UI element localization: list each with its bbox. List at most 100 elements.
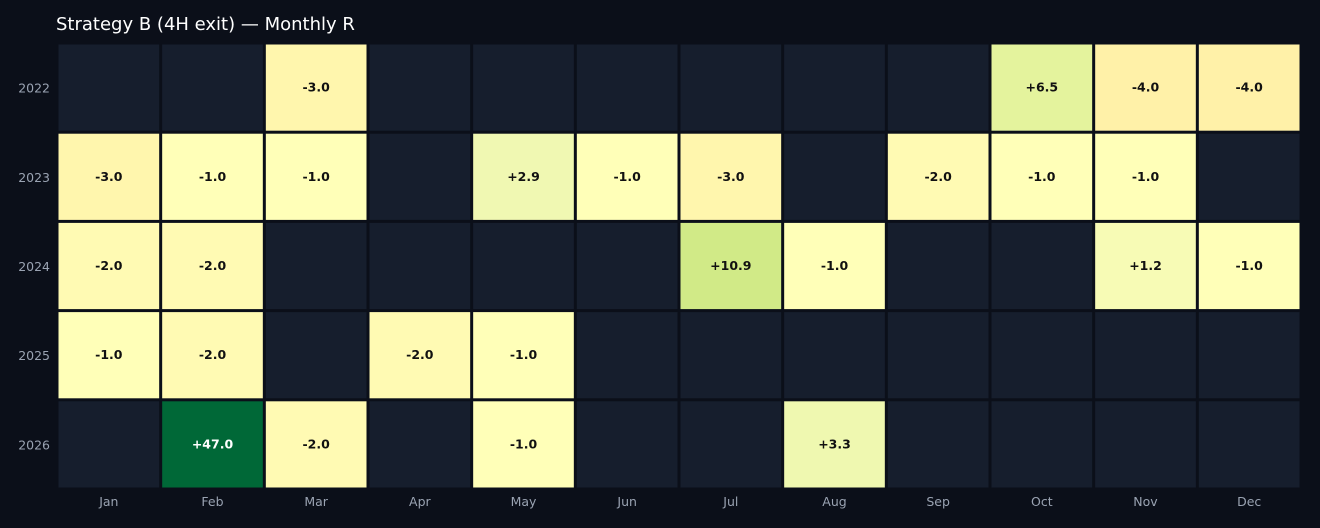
heatmap-cell-label: -4.0 (1235, 80, 1263, 95)
heatmap-cell-2025-may (473, 312, 574, 399)
heatmap-cell-2026-nov (1095, 401, 1196, 488)
heatmap-cell-2026-feb (162, 401, 263, 488)
heatmap-cell-2024-nov (1095, 222, 1196, 310)
heatmap-cell-2022-jun (576, 44, 678, 131)
heatmap-cell-2026-may (473, 401, 574, 488)
heatmap-cell-2023-aug (784, 133, 885, 220)
heatmap-cell-label: +10.9 (710, 258, 751, 273)
x-tick-label: Aug (822, 494, 846, 509)
heatmap-cell-2022-aug (784, 44, 885, 131)
heatmap-cell-2023-dec (1198, 133, 1300, 220)
heatmap-cell-label: -4.0 (1132, 80, 1160, 95)
heatmap-cell-2025-apr (369, 312, 471, 399)
heatmap-cell-2022-apr (369, 44, 471, 131)
heatmap-cell-2026-mar (265, 401, 367, 488)
x-tick-label: Apr (409, 494, 431, 509)
y-tick-label: 2024 (18, 259, 50, 274)
heatmap-cell-2022-oct (991, 44, 1093, 131)
heatmap-cell-label: -2.0 (95, 258, 123, 273)
heatmap-cell-label: +3.3 (818, 436, 851, 451)
heatmap-cell-label: -2.0 (199, 258, 227, 273)
heatmap-cell-label: +1.2 (1129, 258, 1162, 273)
heatmap-cell-label: -1.0 (1028, 169, 1056, 184)
x-tick-label: May (511, 494, 537, 509)
x-tick-label: Jan (98, 494, 118, 509)
heatmap-cell-label: -1.0 (1132, 169, 1160, 184)
heatmap-cell-2025-nov (1095, 312, 1196, 399)
heatmap-cell-2024-feb (162, 222, 263, 310)
heatmap-cell-2023-may (473, 133, 574, 220)
heatmap-cell-2023-jun (576, 133, 678, 220)
heatmap-cell-label: -3.0 (95, 169, 123, 184)
heatmap-cell-2026-oct (991, 401, 1093, 488)
heatmap-cell-2022-mar (265, 44, 367, 131)
heatmap-cell-2025-dec (1198, 312, 1300, 399)
heatmap-cell-2024-dec (1198, 222, 1300, 310)
y-tick-label: 2022 (18, 81, 50, 96)
x-tick-label: Feb (201, 494, 223, 509)
heatmap-cell-2025-jun (576, 312, 678, 399)
heatmap-cell-2022-dec (1198, 44, 1300, 131)
heatmap-cell-2023-apr (369, 133, 471, 220)
heatmap-cell-2023-oct (991, 133, 1093, 220)
heatmap-cell-label: +2.9 (507, 169, 540, 184)
heatmap-cell-2022-sep (887, 44, 989, 131)
heatmap-cell-2022-nov (1095, 44, 1196, 131)
heatmap-cell-2024-apr (369, 222, 471, 310)
heatmap-cell-2026-jan (58, 401, 160, 488)
heatmap-cell-2025-feb (162, 312, 263, 399)
heatmap-cell-label: -1.0 (199, 169, 227, 184)
heatmap-cell-2024-mar (265, 222, 367, 310)
heatmap-cell-2026-dec (1198, 401, 1300, 488)
heatmap-cell-label: -1.0 (302, 169, 330, 184)
heatmap-cell-2024-sep (887, 222, 989, 310)
heatmap-cell-label: -2.0 (199, 347, 227, 362)
heatmap-cell-2026-sep (887, 401, 989, 488)
heatmap-cell-2026-jun (576, 401, 678, 488)
heatmap-cell-label: -1.0 (821, 258, 849, 273)
heatmap-cell-label: -1.0 (95, 347, 123, 362)
heatmap-cell-2025-oct (991, 312, 1093, 399)
heatmap-cell-2024-oct (991, 222, 1093, 310)
heatmap-cell-label: -2.0 (406, 347, 434, 362)
heatmap-cell-label: +47.0 (192, 436, 234, 451)
heatmap-cell-2024-jan (58, 222, 160, 310)
heatmap-cell-label: -1.0 (510, 347, 538, 362)
heatmap-cell-2025-jul (680, 312, 782, 399)
heatmap-cell-2026-apr (369, 401, 471, 488)
x-tick-label: Jul (722, 494, 738, 509)
x-tick-label: Dec (1237, 494, 1261, 509)
x-tick-label: Mar (304, 494, 328, 509)
heatmap-cell-2022-feb (162, 44, 263, 131)
x-tick-label: Sep (926, 494, 950, 509)
heatmap-cell-2024-may (473, 222, 574, 310)
y-tick-label: 2025 (18, 348, 50, 363)
heatmap-cell-label: -1.0 (1235, 258, 1263, 273)
heatmap-cell-2023-jan (58, 133, 160, 220)
x-tick-label: Jun (616, 494, 637, 509)
heatmap-cell-2025-mar (265, 312, 367, 399)
heatmap-cell-2026-aug (784, 401, 885, 488)
heatmap-cell-label: -1.0 (613, 169, 641, 184)
heatmap-cell-2024-aug (784, 222, 885, 310)
heatmap-cell-2024-jun (576, 222, 678, 310)
heatmap-cell-2023-mar (265, 133, 367, 220)
heatmap-cell-2025-jan (58, 312, 160, 399)
heatmap-cell-label: -2.0 (302, 436, 330, 451)
heatmap-cell-label: +6.5 (1026, 80, 1059, 95)
heatmap-cell-label: -3.0 (717, 169, 745, 184)
heatmap-cell-label: -2.0 (924, 169, 952, 184)
y-tick-label: 2023 (18, 170, 50, 185)
heatmap-cell-2022-may (473, 44, 574, 131)
heatmap-cell-2023-nov (1095, 133, 1196, 220)
x-tick-label: Oct (1031, 494, 1053, 509)
heatmap-cell-2024-jul (680, 222, 782, 310)
chart-title: Strategy B (4H exit) — Monthly R (56, 14, 355, 35)
y-tick-label: 2026 (18, 437, 50, 452)
heatmap-cell-2023-jul (680, 133, 782, 220)
heatmap-cell-2026-jul (680, 401, 782, 488)
heatmap-cell-2023-feb (162, 133, 263, 220)
x-tick-label: Nov (1133, 494, 1158, 509)
heatmap-cell-label: -1.0 (510, 436, 538, 451)
